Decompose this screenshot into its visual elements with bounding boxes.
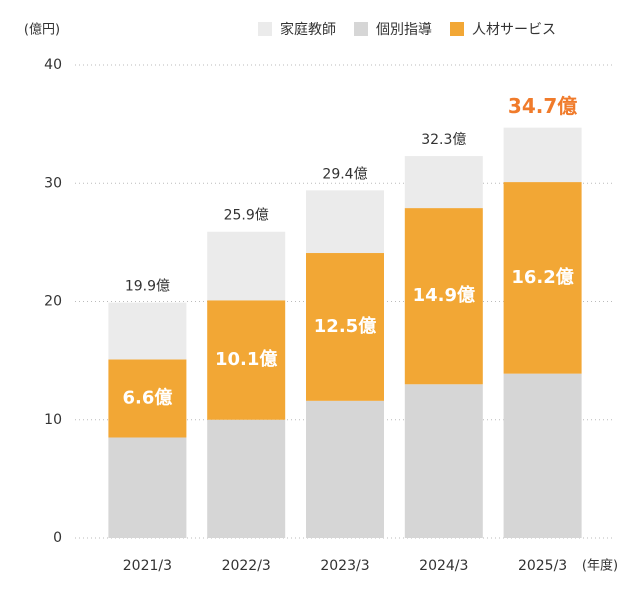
- x-tick-label: 2023/3: [320, 558, 369, 574]
- legend-label: 個別指導: [376, 22, 432, 38]
- x-tick-label: 2024/3: [419, 558, 468, 574]
- value-label: 16.2億: [511, 266, 573, 288]
- total-label: 32.3億: [421, 132, 466, 148]
- value-label: 10.1億: [215, 348, 277, 370]
- total-label: 19.9億: [125, 279, 170, 295]
- bar-segment: [108, 359, 187, 438]
- bar-segment: [503, 127, 582, 183]
- bar-segment: [306, 190, 384, 254]
- legend-swatch: [258, 22, 272, 36]
- legend-label: 家庭教師: [280, 21, 336, 38]
- y-tick-label: 30: [44, 175, 62, 191]
- bar-segment: [108, 437, 187, 538]
- y-tick-label: 40: [44, 57, 62, 73]
- x-unit: (年度): [582, 558, 618, 574]
- bar-segment: [404, 156, 483, 209]
- legend-label: 人材サービス: [472, 22, 556, 38]
- value-label: 14.9億: [413, 284, 475, 306]
- bar-segment: [207, 300, 286, 420]
- total-label: 29.4億: [322, 166, 367, 182]
- bar-segment: [306, 400, 384, 538]
- x-tick-label: 2022/3: [222, 558, 271, 574]
- bar-segment: [503, 373, 582, 538]
- x-tick-label: 2025/3: [518, 558, 567, 574]
- value-label: 12.5億: [314, 315, 376, 337]
- y-tick-label: 0: [53, 530, 62, 546]
- legend-swatch: [354, 22, 368, 36]
- bar-segment: [108, 302, 187, 360]
- bar-segment: [404, 384, 483, 538]
- bar-segment: [404, 208, 483, 385]
- bar-segment: [207, 419, 286, 538]
- y-tick-label: 10: [44, 412, 62, 428]
- bar-segment: [207, 231, 286, 301]
- bar-segment: [306, 253, 384, 401]
- y-tick-label: 20: [44, 294, 62, 310]
- bar-segment: [503, 182, 582, 374]
- value-label: 6.6億: [122, 386, 172, 408]
- x-tick-label: 2021/3: [123, 558, 172, 574]
- total-label: 25.9億: [224, 208, 269, 224]
- legend-swatch: [450, 22, 464, 36]
- total-label: 34.7億: [508, 94, 577, 118]
- y-unit: (億円): [24, 22, 60, 38]
